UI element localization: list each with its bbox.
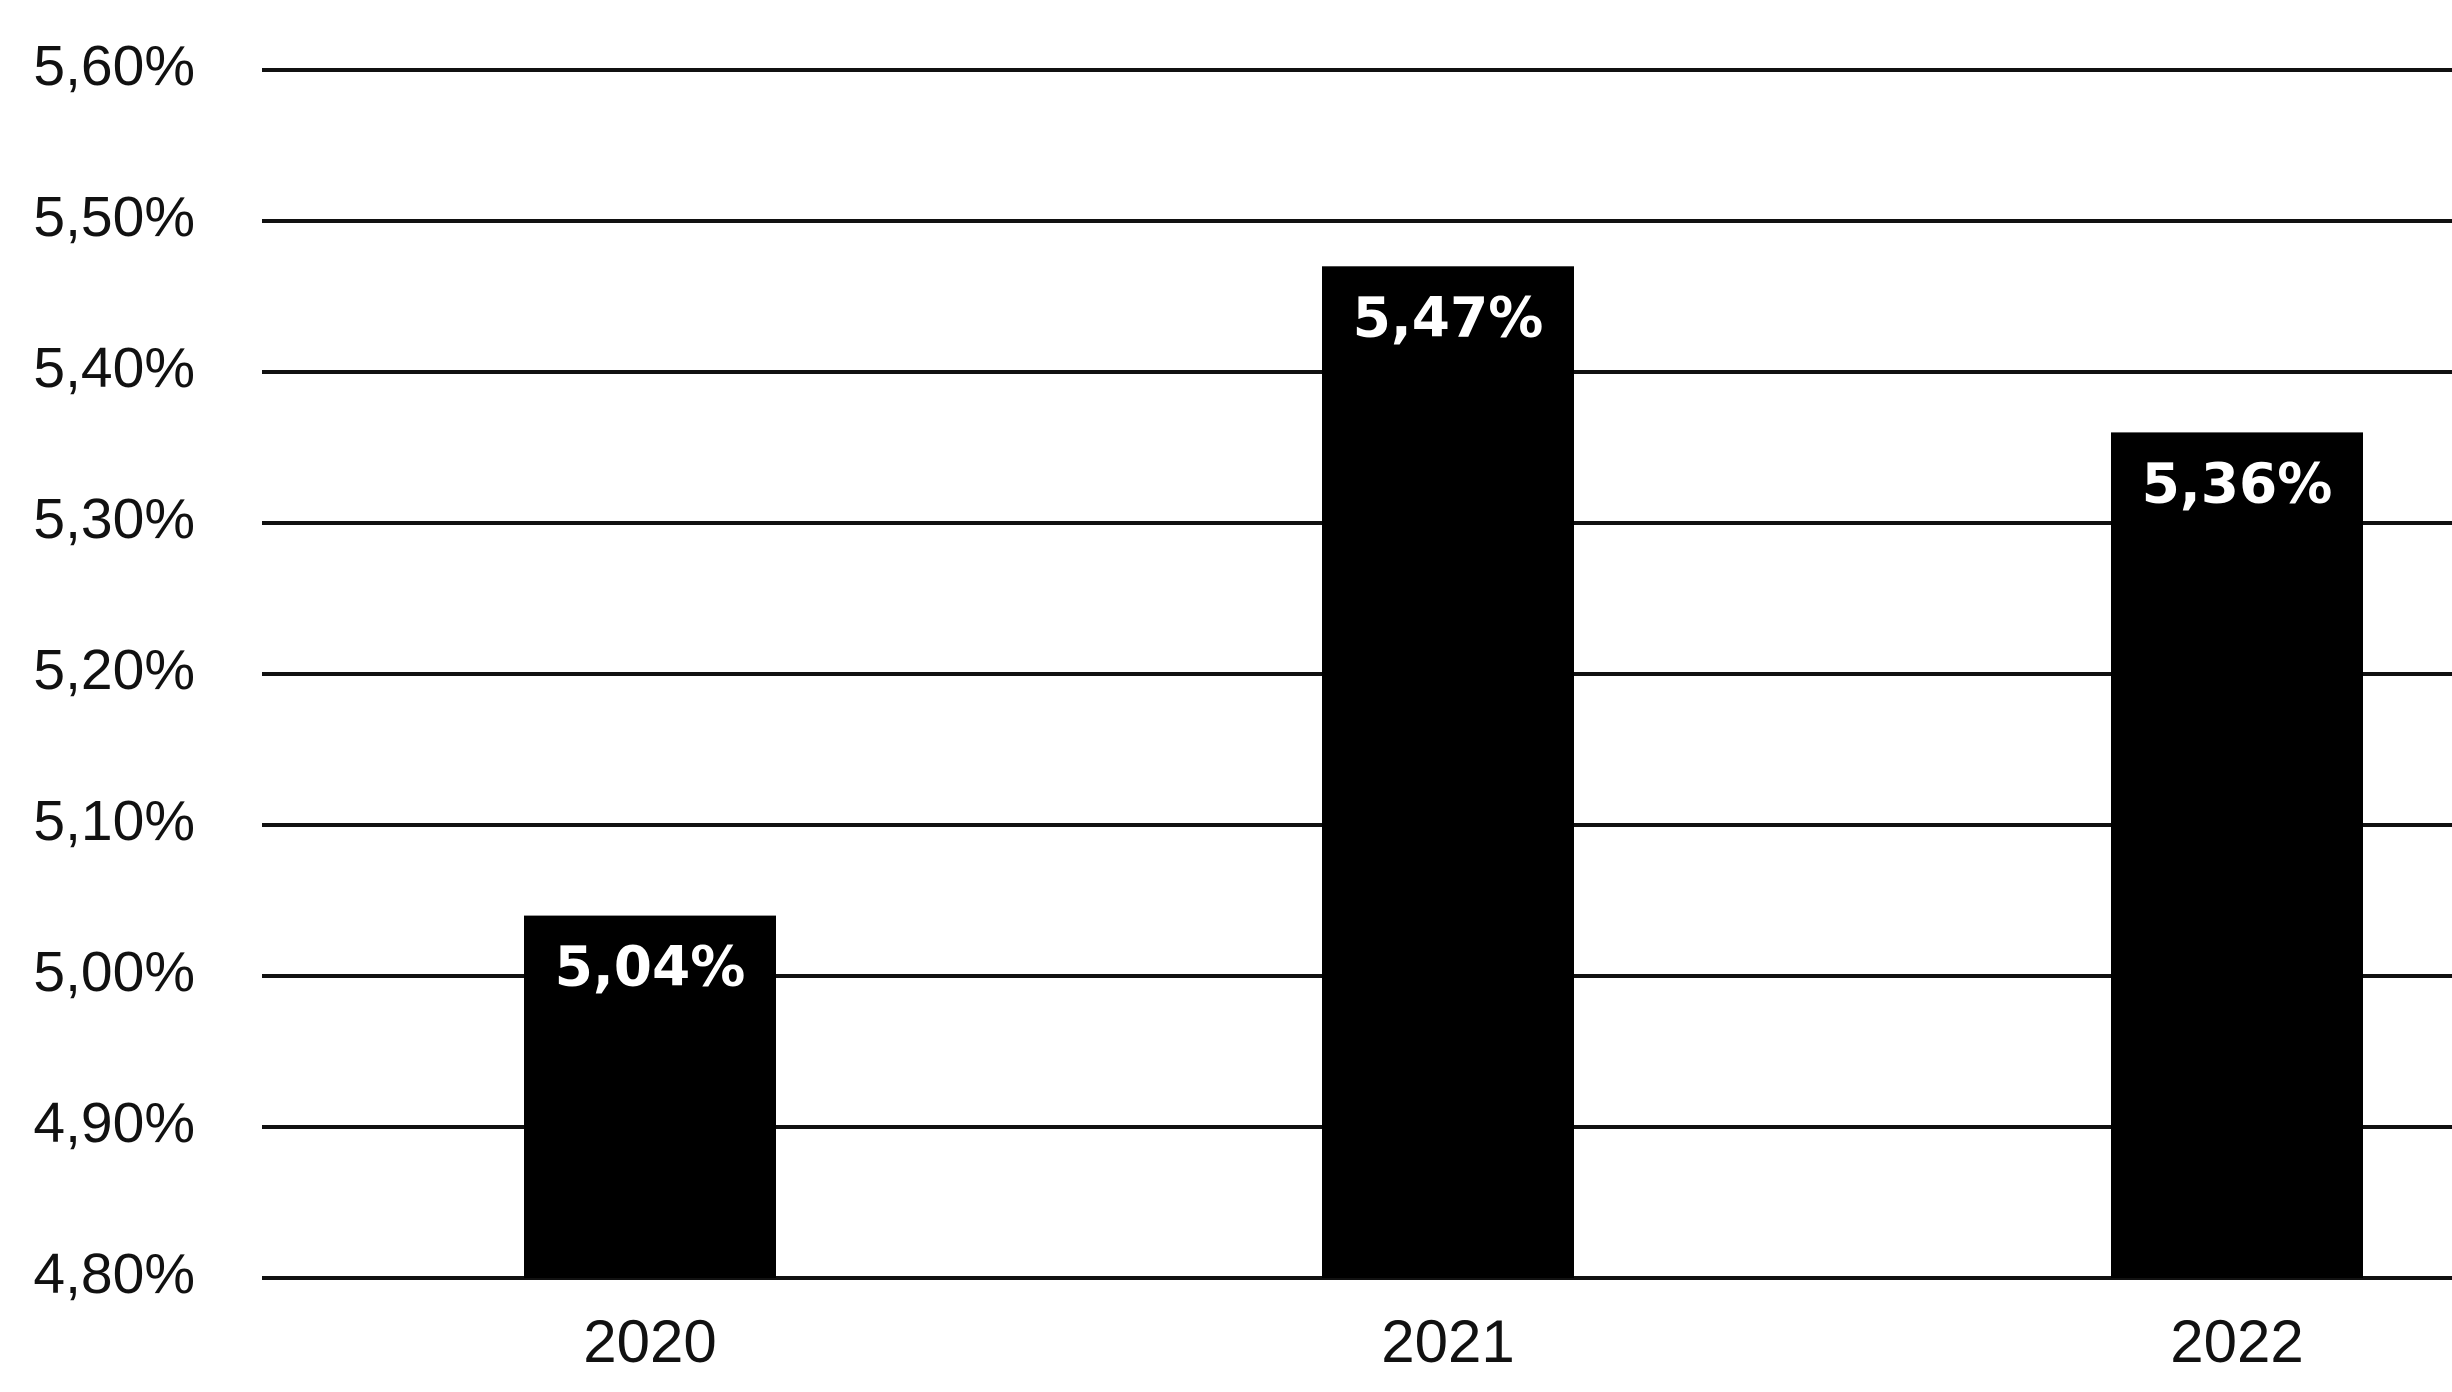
y-tick-label: 5,10%	[33, 789, 195, 853]
y-tick-label: 5,50%	[33, 185, 195, 249]
bar-2022	[2111, 432, 2363, 1278]
y-tick-label: 4,80%	[33, 1242, 195, 1306]
data-label-2022: 5,36%	[2142, 451, 2333, 515]
bar-2021	[1322, 266, 1574, 1278]
bar-data-labels: 5,04% 5,47% 5,36%	[555, 285, 2333, 998]
data-label-2021: 5,47%	[1353, 285, 1544, 349]
y-axis-tick-labels: 4,80% 4,90% 5,00% 5,10% 5,20% 5,30% 5,40% 5,50%…	[33, 34, 195, 1306]
x-category-label: 2022	[2170, 1308, 2303, 1375]
data-label-2020: 5,04%	[555, 935, 746, 999]
x-category-label: 2020	[583, 1308, 716, 1375]
y-tick-label: 4,90%	[33, 1091, 195, 1155]
x-axis-category-labels: 2020 2021 2022	[583, 1308, 2303, 1375]
y-tick-label: 5,40%	[33, 336, 195, 400]
x-category-label: 2021	[1381, 1308, 1514, 1375]
bars	[524, 266, 2363, 1278]
y-tick-label: 5,20%	[33, 638, 195, 702]
y-tick-label: 5,60%	[33, 34, 195, 98]
bar-2020	[524, 915, 776, 1278]
y-tick-label: 5,00%	[33, 940, 195, 1004]
y-tick-label: 5,30%	[33, 487, 195, 551]
